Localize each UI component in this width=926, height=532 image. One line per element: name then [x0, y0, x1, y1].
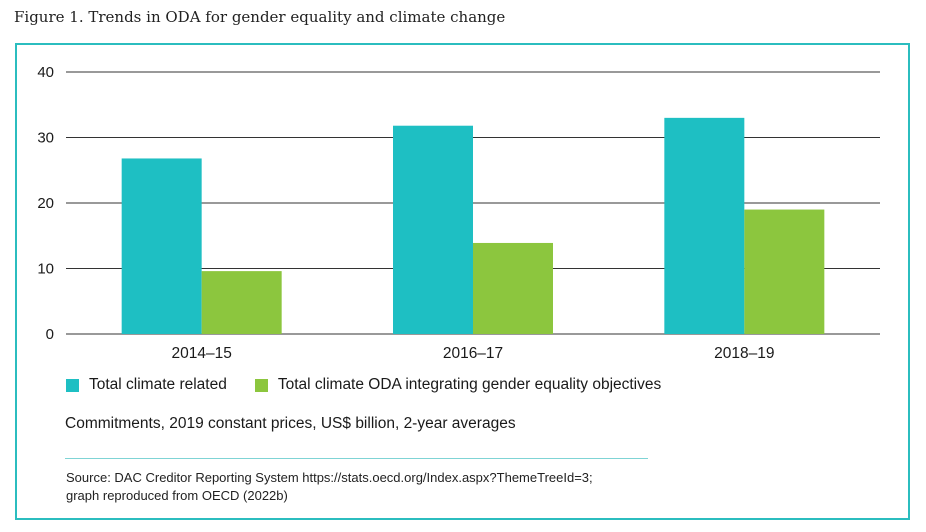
figure-title: Figure 1. Trends in ODA for gender equal… [14, 8, 506, 26]
x-axis-ticks: 2014–15 2016–17 2018–19 [171, 345, 774, 362]
x-tick-label: 2014–15 [171, 345, 231, 362]
bar-climate-related [664, 117, 745, 334]
x-tick-label: 2018–19 [714, 345, 774, 362]
bar-gender-equality [201, 271, 282, 334]
legend-label-climate-related: Total climate related [89, 376, 227, 393]
legend-item-gender-equality: Total climate ODA integrating gender equ… [254, 376, 662, 394]
x-tick-label: 2016–17 [443, 345, 503, 362]
legend: Total climate related Total climate ODA … [66, 376, 689, 394]
chart-frame [15, 43, 910, 520]
bar-gender-equality [744, 209, 825, 334]
y-axis-ticks: 0 10 20 30 40 [37, 64, 54, 343]
bar-gender-equality [473, 242, 553, 334]
legend-swatch-gender-equality [254, 378, 268, 392]
y-tick-label: 40 [37, 64, 54, 81]
bars [121, 117, 825, 335]
source-line-1: Source: DAC Creditor Reporting System ht… [66, 470, 593, 485]
units-note: Commitments, 2019 constant prices, US$ b… [65, 415, 516, 432]
y-tick-label: 30 [37, 130, 54, 147]
legend-swatch-climate-related [66, 378, 79, 392]
y-tick-label: 0 [46, 326, 54, 343]
source-note: Source: DAC Creditor Reporting System ht… [66, 469, 593, 505]
y-tick-label: 10 [37, 261, 54, 278]
legend-label-gender-equality: Total climate ODA integrating gender equ… [277, 376, 662, 393]
divider [65, 458, 648, 459]
legend-item-climate-related: Total climate related [66, 376, 227, 394]
bar-climate-related [121, 158, 202, 334]
source-line-2: graph reproduced from OECD (2022b) [66, 488, 288, 503]
y-tick-label: 20 [37, 195, 54, 212]
bar-climate-related [393, 125, 473, 335]
